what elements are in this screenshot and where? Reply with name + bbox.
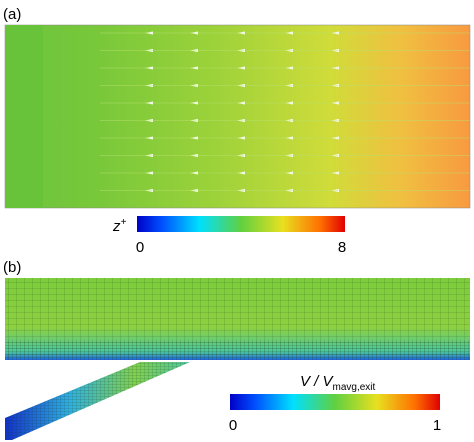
colorbar-title: V / Vmavg,exit [300,373,376,393]
colorbar-title: z+ [112,217,127,235]
panel-label: (a) [3,6,21,23]
colorbar-max: 8 [338,239,346,256]
colorbar [137,216,345,232]
branch-mesh [5,362,190,440]
inlet-region [5,25,43,208]
colorbar-min: 0 [136,239,144,256]
wall-mesh [5,340,470,360]
colorbar-max: 1 [433,417,441,434]
panel-label: (b) [3,259,21,276]
colorbar-min: 0 [229,417,237,434]
colorbar [230,394,440,410]
field-a [4,24,471,209]
contour-field [4,24,471,209]
